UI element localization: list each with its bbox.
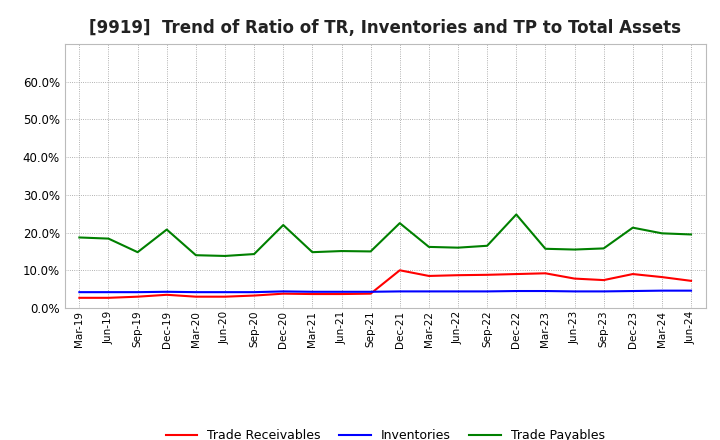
Trade Receivables [629, 271, 637, 277]
Trade Payables [629, 225, 637, 230]
Inventories [425, 289, 433, 294]
Trade Payables [425, 244, 433, 249]
Trade Receivables [104, 295, 113, 301]
Inventories [75, 290, 84, 295]
Inventories [133, 290, 142, 295]
Trade Receivables [337, 291, 346, 297]
Trade Receivables [395, 268, 404, 273]
Trade Payables [163, 227, 171, 232]
Trade Payables [395, 220, 404, 226]
Trade Receivables [192, 294, 200, 299]
Trade Payables [657, 231, 666, 236]
Title: [9919]  Trend of Ratio of TR, Inventories and TP to Total Assets: [9919] Trend of Ratio of TR, Inventories… [89, 19, 681, 37]
Trade Payables [570, 247, 579, 252]
Trade Payables [133, 249, 142, 255]
Inventories [250, 290, 258, 295]
Inventories [541, 288, 550, 293]
Trade Receivables [133, 294, 142, 299]
Inventories [337, 289, 346, 294]
Trade Receivables [541, 271, 550, 276]
Trade Receivables [250, 293, 258, 298]
Trade Payables [483, 243, 492, 249]
Legend: Trade Receivables, Inventories, Trade Payables: Trade Receivables, Inventories, Trade Pa… [161, 424, 610, 440]
Inventories [163, 289, 171, 294]
Inventories [570, 289, 579, 294]
Inventories [454, 289, 462, 294]
Trade Payables [337, 249, 346, 254]
Trade Receivables [512, 271, 521, 277]
Trade Payables [687, 232, 696, 237]
Trade Payables [75, 235, 84, 240]
Trade Payables [599, 246, 608, 251]
Trade Payables [454, 245, 462, 250]
Inventories [599, 289, 608, 294]
Trade Payables [541, 246, 550, 251]
Trade Receivables [279, 291, 287, 296]
Trade Receivables [570, 276, 579, 281]
Inventories [220, 290, 229, 295]
Trade Receivables [599, 278, 608, 283]
Inventories [687, 288, 696, 293]
Trade Receivables [163, 292, 171, 297]
Trade Receivables [308, 291, 317, 297]
Trade Receivables [657, 275, 666, 280]
Inventories [512, 288, 521, 293]
Inventories [483, 289, 492, 294]
Trade Receivables [687, 278, 696, 283]
Trade Payables [279, 222, 287, 227]
Inventories [657, 288, 666, 293]
Trade Payables [366, 249, 375, 254]
Trade Receivables [454, 272, 462, 278]
Inventories [104, 290, 113, 295]
Inventories [308, 289, 317, 294]
Trade Receivables [366, 291, 375, 296]
Trade Payables [104, 236, 113, 241]
Line: Trade Payables: Trade Payables [79, 214, 691, 256]
Trade Receivables [425, 273, 433, 279]
Trade Receivables [75, 295, 84, 301]
Trade Payables [220, 253, 229, 259]
Trade Payables [512, 212, 521, 217]
Inventories [279, 289, 287, 294]
Inventories [192, 290, 200, 295]
Trade Receivables [483, 272, 492, 278]
Trade Payables [250, 251, 258, 257]
Trade Payables [192, 253, 200, 258]
Trade Payables [308, 249, 317, 255]
Inventories [366, 289, 375, 294]
Inventories [395, 289, 404, 294]
Trade Receivables [220, 294, 229, 299]
Line: Inventories: Inventories [79, 291, 691, 292]
Line: Trade Receivables: Trade Receivables [79, 270, 691, 298]
Inventories [629, 288, 637, 293]
